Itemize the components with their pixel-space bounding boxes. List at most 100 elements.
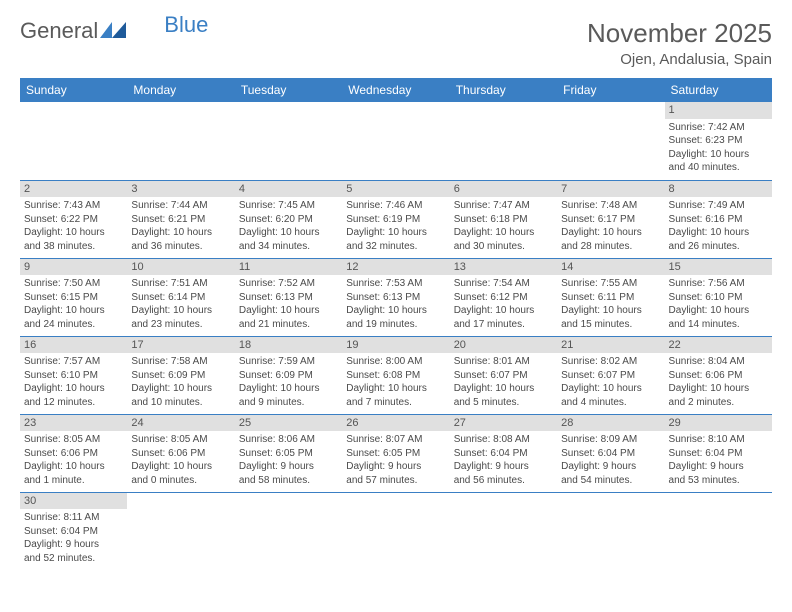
sunset-text: Sunset: 6:04 PM [561,447,660,461]
sunrise-text: Sunrise: 7:51 AM [131,277,230,291]
daylight1-text: Daylight: 10 hours [239,304,338,318]
daylight1-text: Daylight: 10 hours [346,382,445,396]
sunset-text: Sunset: 6:16 PM [669,213,768,227]
daylight1-text: Daylight: 9 hours [239,460,338,474]
calendar-cell: 5Sunrise: 7:46 AMSunset: 6:19 PMDaylight… [342,180,449,258]
calendar-cell: 12Sunrise: 7:53 AMSunset: 6:13 PMDayligh… [342,258,449,336]
daylight2-text: and 1 minute. [24,474,123,488]
sunrise-text: Sunrise: 8:05 AM [24,433,123,447]
daylight2-text: and 26 minutes. [669,240,768,254]
sunrise-text: Sunrise: 8:01 AM [454,355,553,369]
calendar-cell: 19Sunrise: 8:00 AMSunset: 6:08 PMDayligh… [342,336,449,414]
sunrise-text: Sunrise: 7:50 AM [24,277,123,291]
daylight2-text: and 19 minutes. [346,318,445,332]
sunset-text: Sunset: 6:14 PM [131,291,230,305]
sunrise-text: Sunrise: 8:02 AM [561,355,660,369]
daylight1-text: Daylight: 10 hours [561,226,660,240]
calendar-cell [450,102,557,180]
brand-logo: General Blue [20,18,208,44]
daylight2-text: and 28 minutes. [561,240,660,254]
calendar-cell: 4Sunrise: 7:45 AMSunset: 6:20 PMDaylight… [235,180,342,258]
daylight1-text: Daylight: 10 hours [239,382,338,396]
daylight1-text: Daylight: 10 hours [24,460,123,474]
day-number: 19 [342,337,449,354]
daylight1-text: Daylight: 10 hours [669,382,768,396]
calendar-cell: 11Sunrise: 7:52 AMSunset: 6:13 PMDayligh… [235,258,342,336]
day-number: 15 [665,259,772,276]
calendar-cell: 2Sunrise: 7:43 AMSunset: 6:22 PMDaylight… [20,180,127,258]
daylight1-text: Daylight: 10 hours [24,304,123,318]
sunrise-text: Sunrise: 7:49 AM [669,199,768,213]
day-number: 2 [20,181,127,198]
day-number: 18 [235,337,342,354]
day-number: 12 [342,259,449,276]
sunset-text: Sunset: 6:09 PM [131,369,230,383]
day-number: 13 [450,259,557,276]
day-number: 10 [127,259,234,276]
sunrise-text: Sunrise: 8:04 AM [669,355,768,369]
calendar-cell [235,102,342,180]
calendar-row: 2Sunrise: 7:43 AMSunset: 6:22 PMDaylight… [20,180,772,258]
sunset-text: Sunset: 6:12 PM [454,291,553,305]
sunset-text: Sunset: 6:06 PM [24,447,123,461]
sunset-text: Sunset: 6:05 PM [346,447,445,461]
daylight2-text: and 57 minutes. [346,474,445,488]
day-number: 3 [127,181,234,198]
sunrise-text: Sunrise: 8:09 AM [561,433,660,447]
calendar-cell [235,492,342,570]
daylight1-text: Daylight: 9 hours [561,460,660,474]
daylight1-text: Daylight: 10 hours [669,148,768,162]
daylight2-text: and 53 minutes. [669,474,768,488]
day-number: 17 [127,337,234,354]
location-text: Ojen, Andalusia, Spain [587,51,772,68]
sunset-text: Sunset: 6:13 PM [346,291,445,305]
sunrise-text: Sunrise: 7:43 AM [24,199,123,213]
flag-icon [100,18,126,34]
sunset-text: Sunset: 6:05 PM [239,447,338,461]
daylight1-text: Daylight: 9 hours [669,460,768,474]
sunset-text: Sunset: 6:21 PM [131,213,230,227]
brand-part1: General [20,18,98,44]
day-number: 11 [235,259,342,276]
sunset-text: Sunset: 6:17 PM [561,213,660,227]
daylight1-text: Daylight: 10 hours [131,382,230,396]
sunrise-text: Sunrise: 7:59 AM [239,355,338,369]
sunset-text: Sunset: 6:18 PM [454,213,553,227]
day-number: 16 [20,337,127,354]
sunrise-text: Sunrise: 8:00 AM [346,355,445,369]
daylight1-text: Daylight: 10 hours [561,382,660,396]
daylight2-text: and 9 minutes. [239,396,338,410]
daylight2-text: and 58 minutes. [239,474,338,488]
day-number: 5 [342,181,449,198]
daylight2-text: and 15 minutes. [561,318,660,332]
sunrise-text: Sunrise: 7:46 AM [346,199,445,213]
month-title: November 2025 [587,18,772,49]
daylight2-text: and 36 minutes. [131,240,230,254]
day-number: 24 [127,415,234,432]
daylight2-text: and 0 minutes. [131,474,230,488]
daylight2-text: and 40 minutes. [669,161,768,175]
day-number: 21 [557,337,664,354]
daylight2-text: and 21 minutes. [239,318,338,332]
day-header-row: Sunday Monday Tuesday Wednesday Thursday… [20,78,772,102]
daylight1-text: Daylight: 9 hours [346,460,445,474]
calendar-cell: 30Sunrise: 8:11 AMSunset: 6:04 PMDayligh… [20,492,127,570]
daylight1-text: Daylight: 10 hours [346,304,445,318]
calendar-cell: 3Sunrise: 7:44 AMSunset: 6:21 PMDaylight… [127,180,234,258]
calendar-cell: 28Sunrise: 8:09 AMSunset: 6:04 PMDayligh… [557,414,664,492]
daylight1-text: Daylight: 10 hours [561,304,660,318]
day-number: 8 [665,181,772,198]
day-number: 1 [665,102,772,119]
day-number: 27 [450,415,557,432]
calendar-cell: 9Sunrise: 7:50 AMSunset: 6:15 PMDaylight… [20,258,127,336]
daylight1-text: Daylight: 10 hours [454,304,553,318]
day-number: 29 [665,415,772,432]
daylight2-text: and 14 minutes. [669,318,768,332]
calendar-row: 1Sunrise: 7:42 AMSunset: 6:23 PMDaylight… [20,102,772,180]
daylight2-text: and 56 minutes. [454,474,553,488]
sunset-text: Sunset: 6:23 PM [669,134,768,148]
calendar-cell [450,492,557,570]
day-header: Monday [127,78,234,102]
calendar-cell [342,102,449,180]
sunrise-text: Sunrise: 7:48 AM [561,199,660,213]
